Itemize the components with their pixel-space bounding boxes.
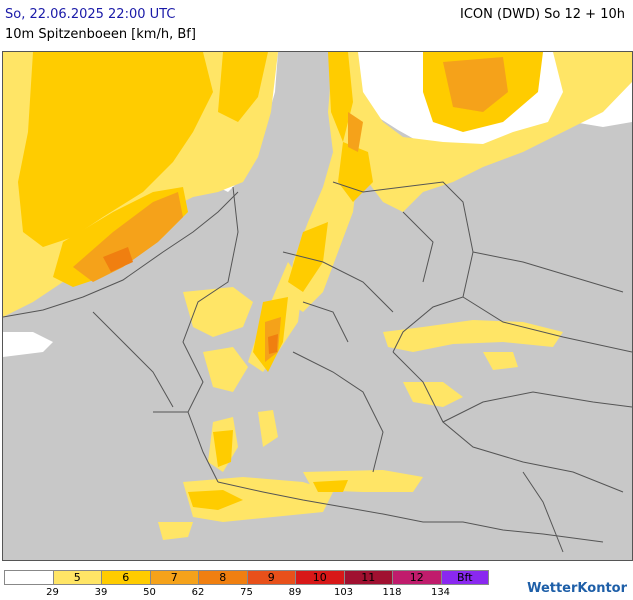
legend-swatch: 7	[149, 570, 198, 585]
legend-threshold: 50	[143, 587, 156, 598]
legend-swatch: 11	[343, 570, 392, 585]
legend-threshold: 118	[382, 587, 402, 598]
model-run-label: ICON (DWD) So 12 + 10h	[460, 7, 625, 22]
legend-threshold: 103	[333, 587, 354, 598]
legend-threshold: 29	[46, 587, 59, 598]
legend-swatch: 12	[392, 570, 441, 585]
legend-swatch: 9	[246, 570, 295, 585]
map-canvas	[3, 52, 632, 560]
legend-threshold: 134	[430, 587, 451, 598]
timestamp-label: So, 22.06.2025 22:00 UTC	[5, 7, 176, 22]
legend-threshold: 89	[288, 587, 302, 598]
gust-field-bf7	[73, 57, 508, 362]
legend-swatch: 6	[101, 570, 150, 585]
legend-swatch: Bft	[440, 570, 489, 585]
legend-threshold: 62	[191, 587, 205, 598]
legend-swatch	[4, 570, 53, 585]
wetterkontor-logo: WetterKontor	[527, 581, 627, 596]
legend-threshold: 39	[94, 587, 108, 598]
parameter-subtitle: 10m Spitzenboeen [km/h, Bf]	[5, 27, 196, 42]
legend-swatch: 8	[198, 570, 247, 585]
borders	[3, 181, 632, 553]
legend-swatch: 5	[52, 570, 101, 585]
gust-field-bf8	[103, 247, 278, 354]
weather-map[interactable]	[2, 51, 633, 561]
legend-swatch: 10	[295, 570, 344, 585]
sea-area	[3, 332, 53, 357]
gust-legend: 5 6 7 8 9 10 11 12 Bft	[4, 570, 489, 586]
legend-threshold: 75	[240, 587, 253, 598]
